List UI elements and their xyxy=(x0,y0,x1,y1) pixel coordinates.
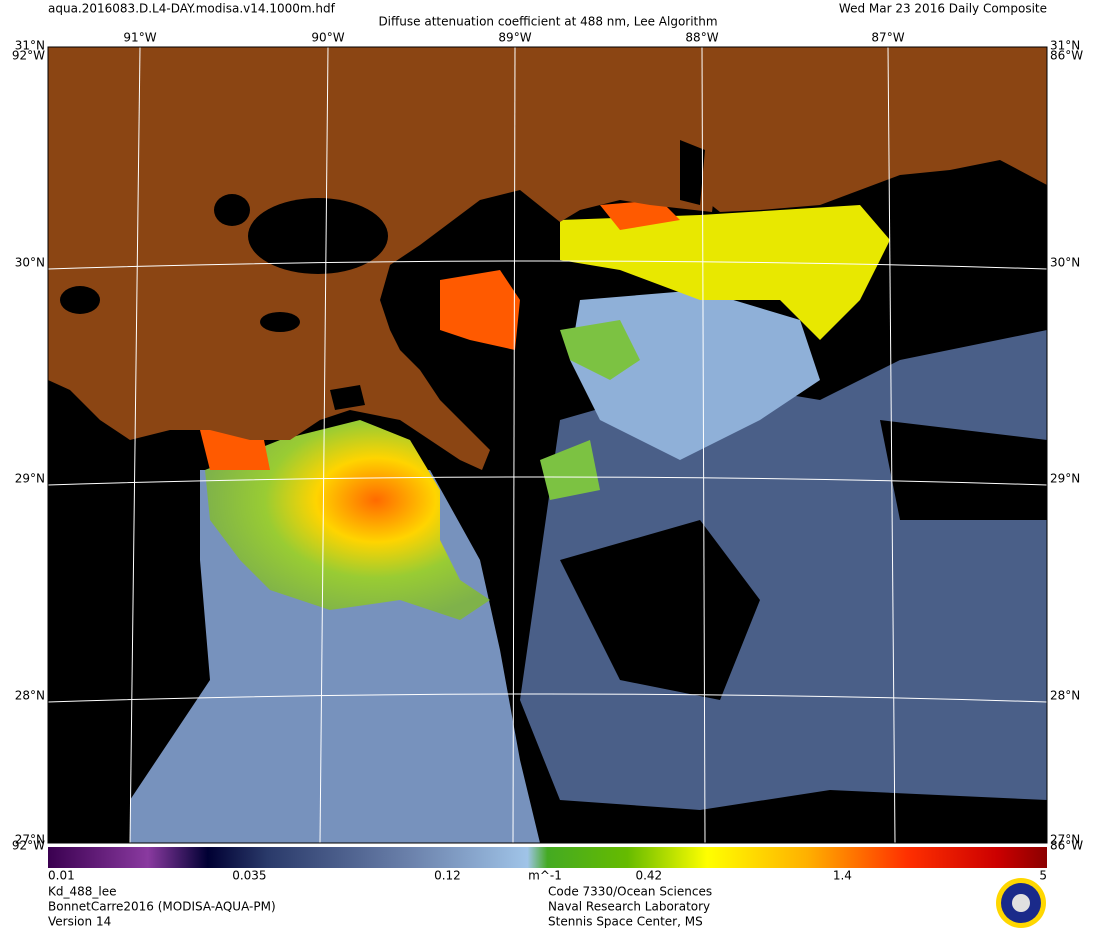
footer-center-line: Naval Research Laboratory xyxy=(548,900,710,914)
footer-left-line: BonnetCarre2016 (MODISA-AQUA-PM) xyxy=(48,900,276,914)
meridian xyxy=(129,47,141,843)
lat-label: 29°N xyxy=(15,472,45,486)
coastal-band-green xyxy=(540,320,640,500)
land xyxy=(48,47,1047,470)
colorbar-tick-label: 1.4 xyxy=(833,869,852,883)
colorbar-tick-label: 0.42 xyxy=(635,869,662,883)
lat-label: 30°N xyxy=(15,256,45,270)
lon-label: 88°W xyxy=(685,31,718,45)
corner-label: 86°W xyxy=(1050,49,1083,63)
file-name: aqua.2016083.D.L4-DAY.modisa.v14.1000m.h… xyxy=(48,2,336,16)
mobile-plume xyxy=(570,290,820,460)
corner-label: 31°N xyxy=(15,39,45,53)
map-title: Diffuse attenuation coefficient at 488 n… xyxy=(378,15,717,29)
lon-label: 89°W xyxy=(498,31,531,45)
date-label: Wed Mar 23 2016 Daily Composite xyxy=(839,2,1047,16)
colorbar-unit: m^-1 xyxy=(528,869,562,883)
graticule xyxy=(48,47,1047,843)
meridian xyxy=(319,47,329,843)
parallel xyxy=(48,476,1047,486)
lon-label: 91°W xyxy=(123,31,156,45)
footer-left-line: Version 14 xyxy=(48,915,111,929)
colorbar-tick-label: 0.035 xyxy=(232,869,266,883)
colorbar xyxy=(48,847,1047,868)
lat-label: 28°N xyxy=(15,689,45,703)
colorbar-tick-label: 5 xyxy=(1039,869,1047,883)
footer-center-line: Code 7330/Ocean Sciences xyxy=(548,885,712,899)
corner-label: 31°N xyxy=(1050,39,1080,53)
meridian xyxy=(887,47,896,843)
delta-plume xyxy=(205,420,490,620)
colorbar-tick-label: 0.12 xyxy=(434,869,461,883)
lon-label: 87°W xyxy=(871,31,904,45)
footer-center-line: Stennis Space Center, MS xyxy=(548,915,703,929)
coastal-band xyxy=(560,205,890,340)
corner-label: 27°N xyxy=(15,833,45,847)
corner-label: 92°W xyxy=(12,839,45,853)
lake xyxy=(214,194,250,226)
corner-label: 86°W xyxy=(1050,839,1083,853)
parallel xyxy=(48,693,1047,703)
black-gaps xyxy=(560,420,1047,700)
map xyxy=(48,47,1047,843)
meridian xyxy=(701,47,706,843)
lon-label: 90°W xyxy=(311,31,344,45)
lake-pontchartrain xyxy=(248,198,388,274)
meridian xyxy=(512,47,516,843)
corner-label: 92°W xyxy=(12,49,45,63)
footer-left-line: Kd_488_lee xyxy=(48,885,117,899)
lat-label: 30°N xyxy=(1050,256,1080,270)
river-outflow xyxy=(200,200,680,470)
parallel xyxy=(48,260,1047,270)
lat-label: 29°N xyxy=(1050,472,1080,486)
lake xyxy=(60,286,100,314)
colorbar-tick-label: 0.01 xyxy=(48,869,75,883)
lat-label: 28°N xyxy=(1050,689,1080,703)
nrl-logo xyxy=(996,878,1046,928)
corner-label: 27°N xyxy=(1050,833,1080,847)
lake xyxy=(260,312,300,332)
map-frame xyxy=(47,46,1048,844)
